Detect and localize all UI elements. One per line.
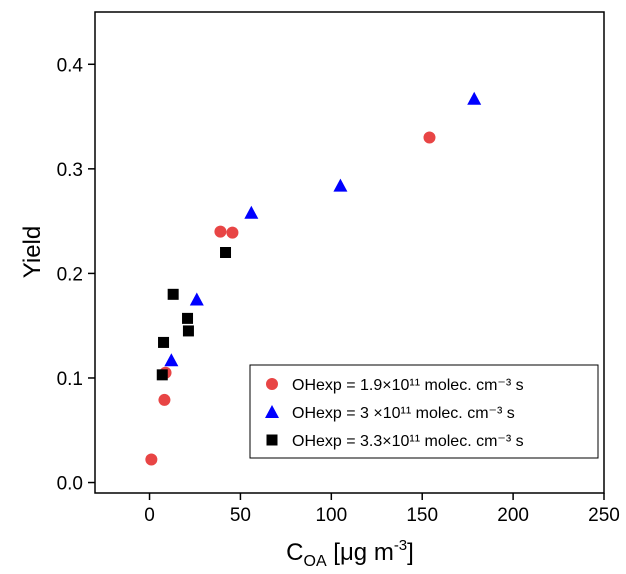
plot-frame [94, 11, 605, 494]
y-tick-label: 0.0 [57, 474, 83, 495]
x-axis-label: COA [μg m-3] [286, 537, 414, 570]
point [164, 353, 179, 367]
point [467, 91, 482, 105]
y-axis-label: Yield [19, 226, 46, 278]
point [423, 131, 436, 144]
point [189, 292, 204, 306]
legend-marker [265, 405, 279, 418]
y-tick-label: 0.1 [57, 369, 83, 390]
x-tick-label: 250 [588, 505, 620, 526]
point [156, 369, 168, 381]
point [182, 325, 194, 337]
point [158, 393, 171, 406]
point [158, 336, 170, 348]
legend-marker [266, 378, 278, 390]
point [244, 205, 259, 219]
point [333, 178, 348, 192]
legend-box [249, 364, 599, 459]
y-tick-label: 0.3 [57, 160, 83, 181]
x-tick-label: 0 [144, 505, 155, 526]
x-tick-label: 100 [315, 505, 347, 526]
y-tick-label: 0.4 [57, 55, 84, 76]
legend-label: OHexp = 3.3×10¹¹ molec. cm⁻³ s [292, 433, 524, 450]
legend-label: OHexp = 3 ×10¹¹ molec. cm⁻³ s [292, 405, 515, 422]
point [220, 247, 232, 258]
point [214, 225, 227, 238]
legend-label: OHexp = 1.9×10¹¹ molec. cm⁻³ s [292, 377, 524, 394]
legend-marker [266, 434, 278, 446]
x-tick-label: 150 [406, 505, 438, 526]
x-tick-label: 200 [497, 505, 529, 526]
point [145, 453, 158, 466]
point [167, 288, 179, 300]
x-tick-label: 50 [230, 505, 251, 526]
point [226, 226, 239, 239]
y-tick-label: 0.2 [57, 264, 83, 285]
point [182, 312, 194, 324]
